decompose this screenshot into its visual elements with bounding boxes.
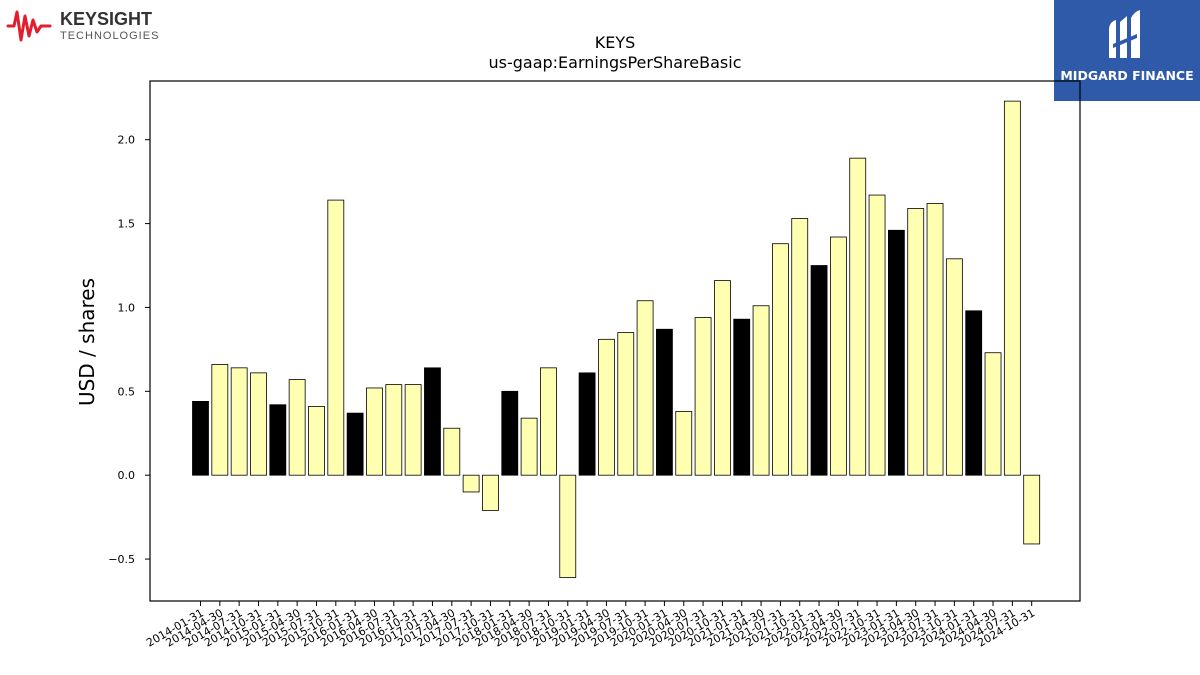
bar-2020-07-31: [694, 317, 712, 476]
bars-group: [192, 100, 1041, 578]
bar-2016-04-30: [366, 387, 383, 476]
bar-2018-10-31: [559, 474, 577, 578]
bar-2024-01-31: [965, 310, 983, 476]
y-tick-label: 1.5: [118, 218, 136, 231]
bar-2018-04-30: [520, 417, 538, 476]
bar-2017-10-31: [482, 474, 499, 511]
bar-2020-01-31: [656, 328, 673, 476]
bar-2023-10-31: [945, 258, 963, 476]
bar-2018-07-31: [540, 367, 557, 476]
bar-2014-04-30: [211, 364, 229, 476]
bar-2021-04-30: [752, 305, 770, 476]
bar-2019-01-31: [578, 372, 596, 476]
bar-2021-01-31: [733, 318, 751, 476]
bar-2023-04-30: [907, 208, 925, 476]
bar-2023-07-31: [926, 203, 944, 476]
bar-2016-01-31: [346, 412, 364, 476]
midgard-finance-logo: MIDGARD FINANCE: [1054, 0, 1200, 101]
plot-frame: [149, 80, 1081, 602]
bar-2019-07-31: [617, 332, 635, 476]
bar-2020-10-31: [714, 280, 731, 476]
keysight-logo: KEYSIGHT TECHNOLOGIES: [6, 6, 176, 46]
midgard-logo-text: MIDGARD FINANCE: [1060, 68, 1194, 83]
keysight-wave-icon: KEYSIGHT TECHNOLOGIES: [6, 9, 159, 42]
bar-2019-04-30: [598, 338, 615, 476]
y-tick-label: 0.5: [118, 385, 136, 398]
chart-subtitle: us-gaap:EarningsPerShareBasic: [488, 53, 741, 72]
bar-2024-10-31: [1023, 474, 1041, 545]
midgard-emblem-icon: [1109, 10, 1140, 58]
bar-2017-01-31: [424, 367, 441, 476]
bar-2018-01-31: [501, 390, 519, 476]
y-ticks-group: −0.5 0.0 0.5 1.0 1.5 2.0: [108, 134, 150, 566]
bar-2015-01-31: [269, 404, 287, 476]
bar-2015-10-31: [327, 199, 345, 476]
y-tick-label: 1.0: [118, 301, 136, 314]
bar-2022-07-31: [849, 157, 867, 476]
bar-2021-10-31: [791, 218, 809, 476]
y-axis-label: USD / shares: [75, 278, 99, 406]
keysight-logo-name: KEYSIGHT: [60, 9, 152, 29]
bar-2021-07-31: [772, 243, 789, 476]
bar-2016-07-31: [385, 384, 403, 476]
y-tick-label: 2.0: [118, 134, 136, 147]
chart-title: KEYS: [595, 33, 636, 52]
bar-2014-01-31: [192, 400, 209, 476]
bar-2015-04-30: [288, 379, 306, 476]
bar-2024-07-31: [1003, 100, 1021, 476]
bar-2017-04-30: [443, 427, 461, 476]
bar-2020-04-30: [675, 411, 693, 476]
x-ticks-group: 2014-01-312014-04-302014-07-312014-10-31…: [144, 601, 1037, 650]
keysight-logo-sub: TECHNOLOGIES: [60, 30, 159, 42]
bar-2022-01-31: [810, 265, 828, 476]
bar-2024-04-30: [984, 352, 1002, 476]
bar-2019-10-31: [636, 300, 654, 476]
bar-2022-04-30: [829, 236, 847, 476]
bar-2017-07-31: [462, 474, 480, 493]
y-tick-label: 0.0: [118, 469, 136, 482]
bar-2015-07-31: [308, 406, 325, 476]
bar-2014-10-31: [250, 372, 267, 476]
bar-2016-10-31: [404, 384, 422, 476]
y-tick-label: −0.5: [108, 553, 135, 566]
bar-2014-07-31: [230, 367, 248, 476]
bar-2023-01-31: [887, 229, 905, 476]
bar-2022-10-31: [868, 194, 886, 476]
